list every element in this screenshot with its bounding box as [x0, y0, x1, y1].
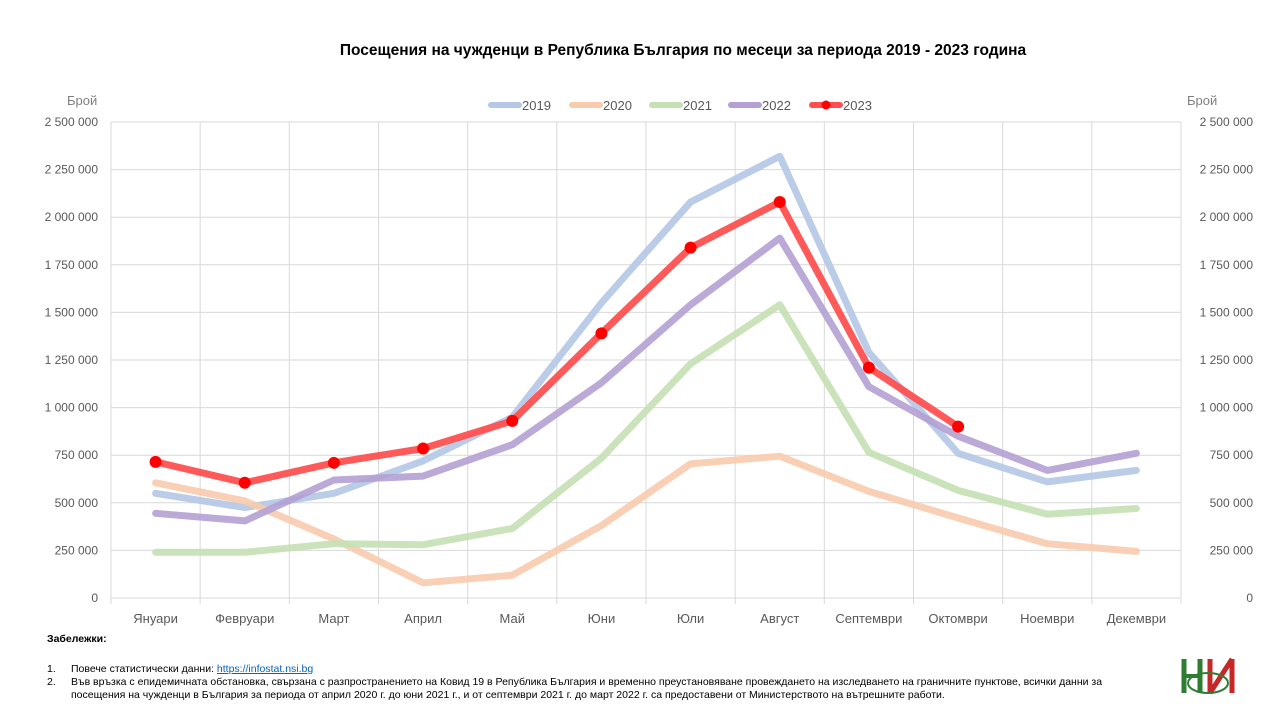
- x-tick-label: Ноември: [1020, 611, 1074, 626]
- series-lines: [149, 152, 1140, 587]
- x-tick-label: Септември: [835, 611, 902, 626]
- legend-label-2022: 2022: [762, 98, 791, 113]
- note-number: 1.: [47, 663, 56, 675]
- x-tick-label: Декември: [1107, 611, 1166, 626]
- y-tick-label-left: 1 000 000: [45, 401, 99, 415]
- x-tick-label: Март: [318, 611, 349, 626]
- y-tick-label-left: 750 000: [55, 448, 99, 462]
- note-text: Във връзка с епидемичната обстановка, св…: [71, 676, 1103, 701]
- gridlines: [110, 121, 1182, 604]
- x-tick-label: Април: [404, 611, 442, 626]
- y-tick-label-left: 1 750 000: [45, 258, 99, 272]
- y-axis-unit-left: Брой: [67, 93, 98, 108]
- series-line-2022: [152, 234, 1140, 525]
- y-tick-label-right: 0: [1246, 591, 1253, 605]
- y-tick-label-left: 0: [91, 591, 98, 605]
- y-axis-left: 0 250 000 500 000 750 000 1 000 000 1 250 000…: [45, 115, 99, 605]
- data-point-2023: [417, 442, 430, 455]
- y-tick-label-left: 2 500 000: [45, 115, 99, 129]
- data-point-2023: [238, 476, 251, 489]
- x-tick-label: Януари: [133, 611, 178, 626]
- data-point-2023: [149, 455, 162, 468]
- y-tick-label-right: 2 500 000: [1200, 115, 1254, 129]
- y-tick-label-right: 1 000 000: [1200, 401, 1254, 415]
- y-axis-right: 0 250 000 500 000 750 000 1 000 000 1 250 000…: [1200, 115, 1254, 605]
- y-tick-label-right: 250 000: [1210, 543, 1254, 557]
- y-tick-label-right: 2 250 000: [1200, 163, 1254, 177]
- data-point-2023: [862, 361, 875, 374]
- data-point-2023: [595, 327, 608, 340]
- chart-title: Посещения на чужденци в Република Българ…: [339, 42, 1027, 59]
- note-1: 1. Повече статистически данни: https://i…: [47, 663, 1157, 676]
- x-tick-label: Август: [760, 611, 799, 626]
- data-point-2023: [952, 420, 965, 433]
- x-tick-label: Май: [500, 611, 525, 626]
- y-tick-label-right: 1 500 000: [1200, 305, 1254, 319]
- x-axis: Януари Февруари Март Април Май Юни Юли Август Се…: [133, 611, 1166, 626]
- legend-label-2021: 2021: [683, 98, 712, 113]
- data-point-2023: [327, 456, 340, 469]
- y-tick-label-left: 2 000 000: [45, 210, 99, 224]
- nsi-logo: [1181, 657, 1235, 695]
- legend-marker-2023: [821, 100, 831, 110]
- y-tick-label-left: 1 500 000: [45, 305, 99, 319]
- y-tick-label-left: 1 250 000: [45, 353, 99, 367]
- legend: 2019 2020 2021 2022 2023: [488, 98, 872, 113]
- legend-label-2020: 2020: [603, 98, 632, 113]
- data-point-2023: [684, 241, 697, 254]
- x-tick-label: Юни: [588, 611, 616, 626]
- x-tick-label: Февруари: [215, 611, 274, 626]
- y-tick-label-right: 750 000: [1210, 448, 1254, 462]
- data-point-2023: [773, 195, 786, 208]
- series-line-2019: [152, 152, 1140, 512]
- y-tick-label-left: 2 250 000: [45, 163, 99, 177]
- series-line-2020: [152, 452, 1140, 587]
- note-2: 2. Във връзка с епидемичната обстановка,…: [47, 676, 1157, 702]
- y-tick-label-left: 250 000: [55, 543, 99, 557]
- x-tick-label: Юли: [677, 611, 704, 626]
- y-tick-label-right: 1 750 000: [1200, 258, 1254, 272]
- y-tick-label-right: 1 250 000: [1200, 353, 1254, 367]
- y-tick-label-right: 2 000 000: [1200, 210, 1254, 224]
- legend-label-2023: 2023: [843, 98, 872, 113]
- y-tick-label-left: 500 000: [55, 496, 99, 510]
- infostat-link[interactable]: https://infostat.nsi.bg: [216, 663, 314, 675]
- y-axis-unit-right: Брой: [1187, 93, 1218, 108]
- legend-label-2019: 2019: [522, 98, 551, 113]
- note-number: 2.: [47, 676, 56, 688]
- series-line-2021: [152, 301, 1140, 556]
- series-line-2023: [152, 198, 962, 487]
- y-tick-label-right: 500 000: [1210, 496, 1254, 510]
- data-point-2023: [506, 414, 519, 427]
- notes-heading: Забележки:: [47, 633, 107, 645]
- notes: Забележки: 1. Повече статистически данни…: [47, 633, 1157, 702]
- note-text: Повече статистически данни:: [71, 663, 217, 675]
- line-chart: 0 250 000 500 000 750 000 1 000 000 1 250 000…: [45, 98, 1254, 626]
- x-tick-label: Октомври: [928, 611, 987, 626]
